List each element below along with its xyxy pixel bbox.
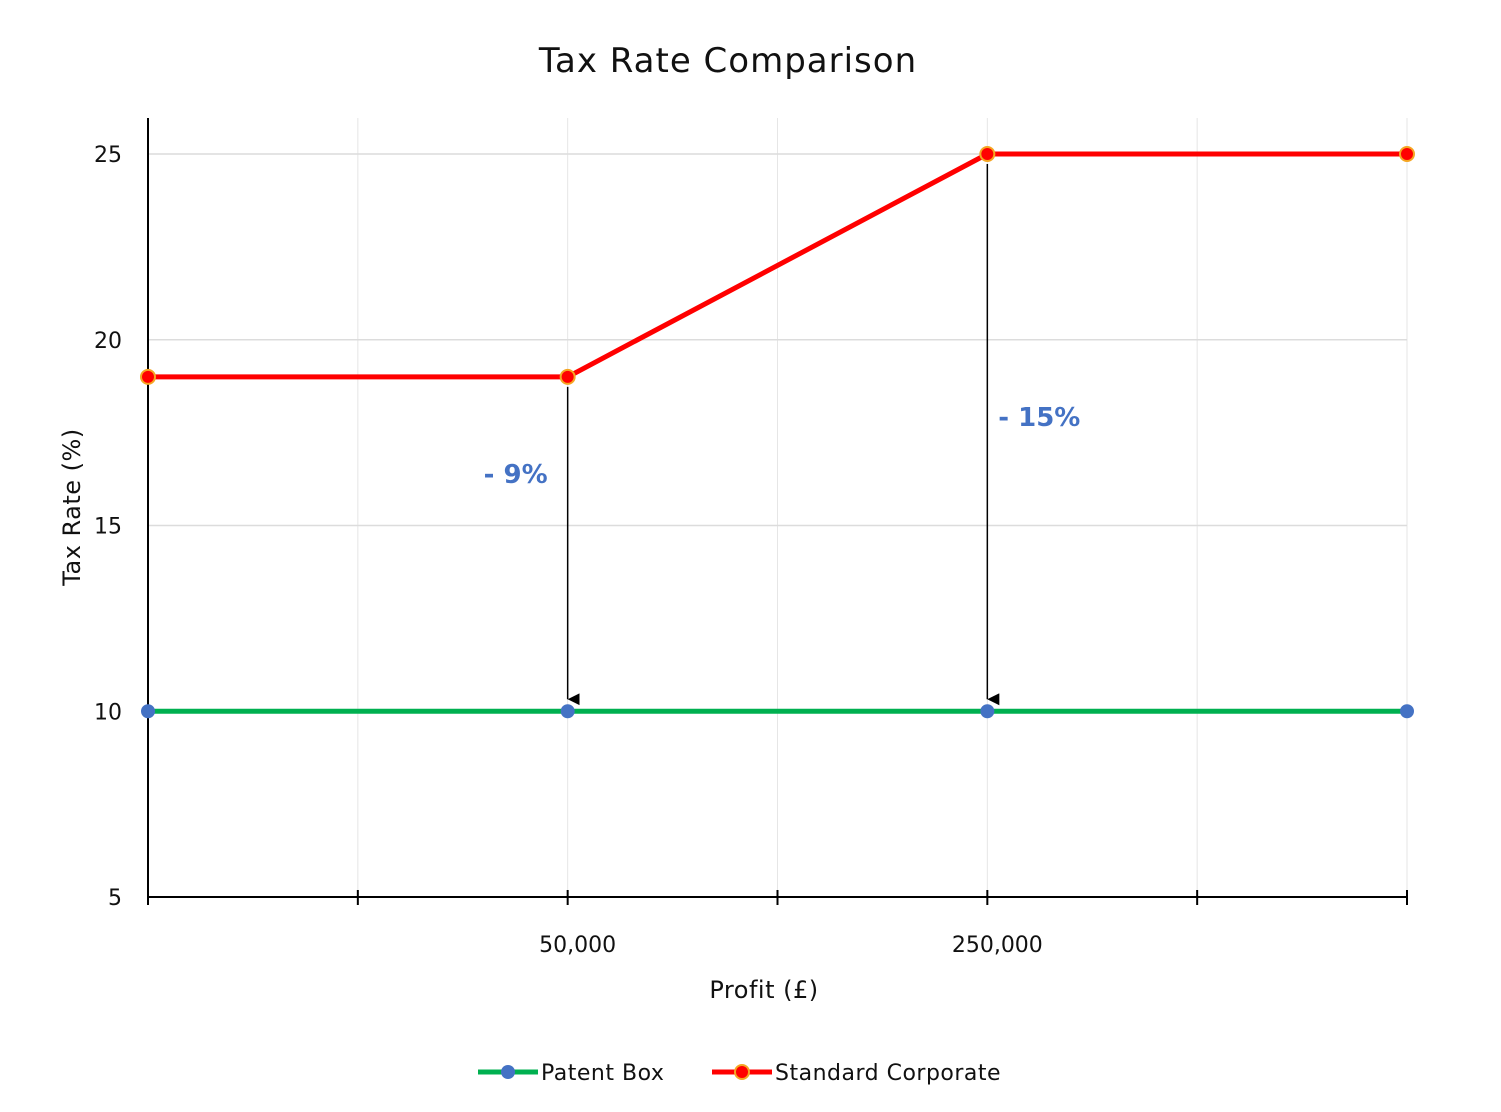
series-line-1 — [148, 151, 1407, 380]
y-tick-label: 25 — [94, 143, 122, 168]
annotation-label: - 9% — [484, 460, 548, 490]
chart-title: Tax Rate Comparison — [538, 41, 917, 81]
series-point-1 — [1399, 146, 1415, 162]
y-tick-label: 15 — [94, 515, 122, 540]
annotation-label: - 15% — [998, 403, 1080, 433]
series-point-0 — [980, 704, 995, 719]
y-tick-label: 20 — [94, 329, 122, 354]
y-axis-title: Tax Rate (%) — [58, 428, 86, 586]
x-axis-title: Profit (£) — [709, 976, 818, 1004]
series-point-0 — [141, 704, 155, 719]
legend-label: Standard Corporate — [775, 1061, 1001, 1086]
series-layer — [140, 146, 1415, 719]
legend-swatch-marker — [501, 1065, 515, 1079]
legend-swatch-marker — [734, 1064, 750, 1080]
grid-layer — [148, 118, 1408, 897]
y-tick-label: 5 — [108, 886, 122, 911]
series-point-1 — [979, 146, 996, 162]
series-point-1 — [140, 368, 156, 385]
series-point-0 — [560, 704, 575, 719]
series-point-1 — [559, 368, 576, 385]
axes-layer: 5 10 15 20 25 50,000 250,000 — [94, 118, 1408, 958]
annotation-layer: - 9% - 15% — [484, 164, 1080, 706]
legend-label: Patent Box — [541, 1061, 664, 1086]
series-point-0 — [1400, 704, 1414, 719]
x-tick-label: 250,000 — [952, 933, 1043, 958]
x-tick-label: 50,000 — [539, 933, 616, 958]
y-tick-label: 10 — [94, 700, 122, 725]
legend: Patent Box Standard Corporate — [478, 1061, 1001, 1086]
